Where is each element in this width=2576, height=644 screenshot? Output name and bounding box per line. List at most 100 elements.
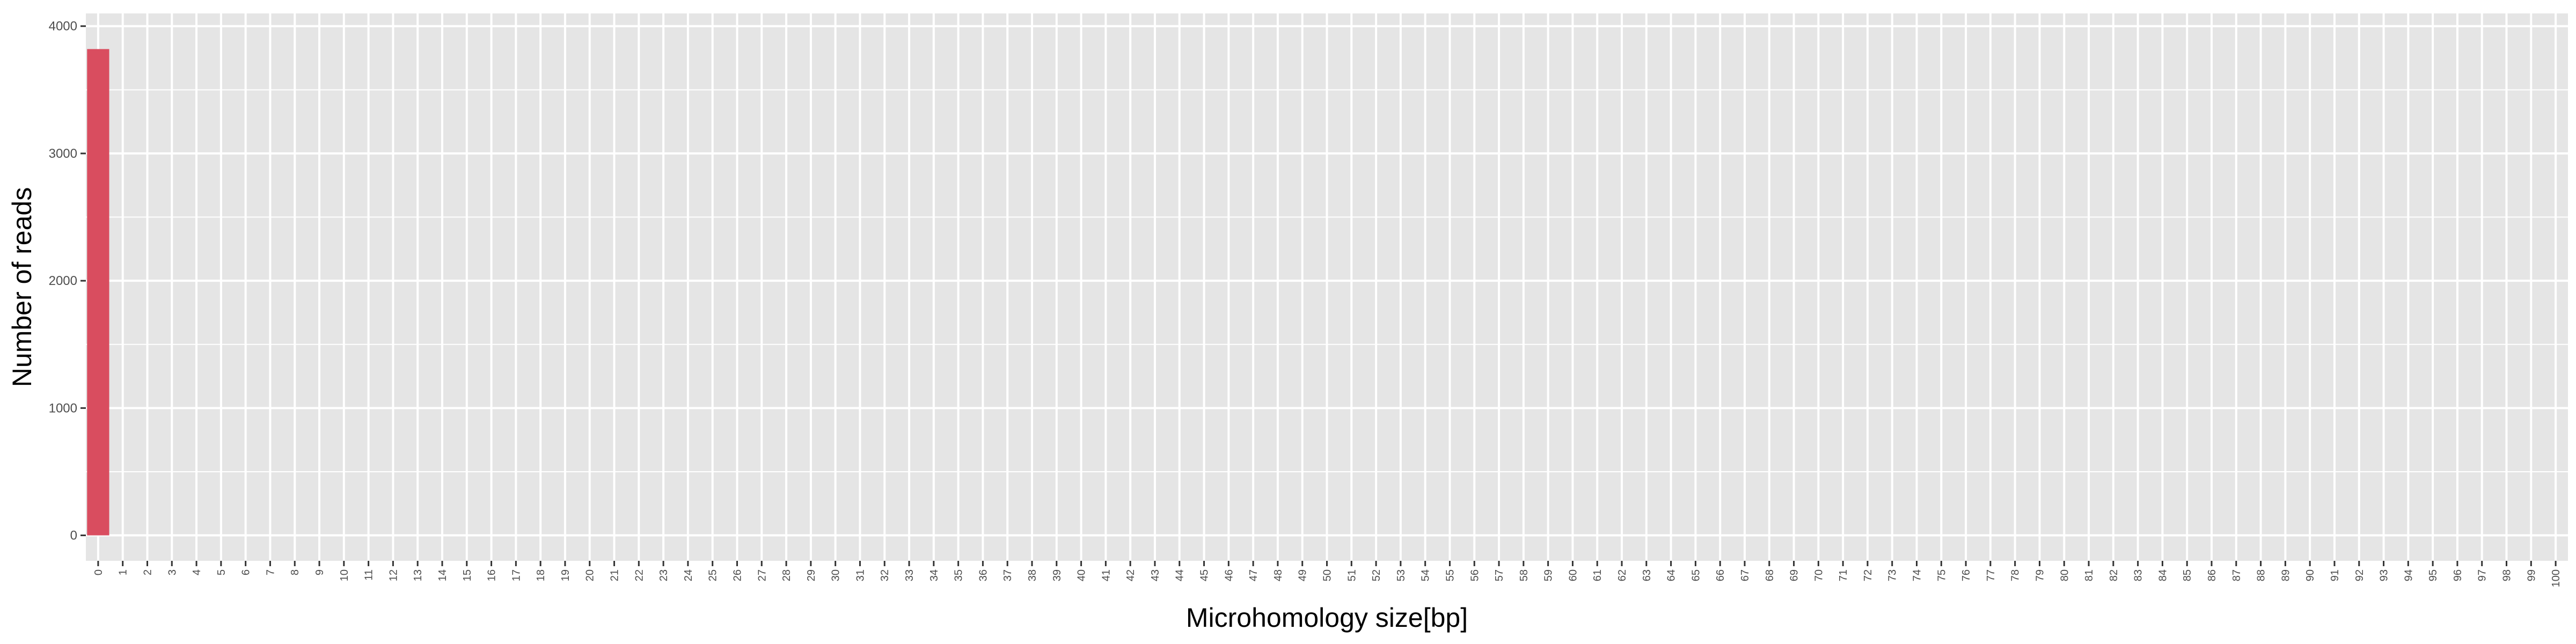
x-tick-label: 84 [2157, 569, 2169, 581]
x-tick-label: 99 [2526, 569, 2537, 581]
x-tick-label: 71 [1838, 569, 1849, 581]
x-tick-label: 34 [928, 569, 940, 581]
x-tick-label: 46 [1223, 569, 1235, 581]
x-tick-label: 88 [2256, 569, 2267, 581]
x-tick-label: 53 [1395, 569, 1407, 581]
y-tick-label: 4000 [49, 19, 77, 34]
x-tick-label: 35 [953, 569, 965, 581]
x-tick-label: 31 [854, 569, 866, 581]
x-tick-label: 5 [216, 569, 228, 575]
x-tick-label: 0 [93, 569, 105, 575]
x-tick-label: 62 [1616, 569, 1628, 581]
x-tick-label: 2 [142, 569, 153, 575]
x-tick-label: 29 [806, 569, 817, 581]
x-tick-label: 48 [1272, 569, 1284, 581]
bar [87, 49, 109, 536]
x-tick-label: 70 [1813, 569, 1825, 581]
x-tick-label: 76 [1960, 569, 1972, 581]
x-tick-label: 28 [781, 569, 793, 581]
x-tick-label: 38 [1027, 569, 1038, 581]
x-tick-label: 30 [830, 569, 842, 581]
x-tick-label: 27 [756, 569, 768, 581]
x-tick-label: 1 [118, 569, 129, 575]
x-tick-label: 64 [1666, 569, 1678, 581]
x-tick-label: 73 [1887, 569, 1899, 581]
x-tick-label: 78 [2010, 569, 2022, 581]
x-tick-label: 39 [1051, 569, 1063, 581]
x-tick-label: 41 [1100, 569, 1112, 581]
x-tick-label: 77 [1985, 569, 1997, 581]
x-tick-label: 65 [1690, 569, 1702, 581]
y-tick-label: 0 [70, 529, 77, 543]
x-tick-label: 50 [1322, 569, 1334, 581]
x-axis: 0 1 2 3 4 5 6 7 8 9 10 11 12 13 14 15 16 17 18 19 20 21 22 23 24… [93, 561, 2562, 587]
x-tick-label: 72 [1862, 569, 1874, 581]
x-tick-label: 36 [977, 569, 989, 581]
x-tick-label: 47 [1248, 569, 1260, 581]
x-tick-label: 91 [2329, 569, 2341, 581]
y-tick-label: 3000 [49, 147, 77, 161]
x-tick-label: 82 [2108, 569, 2120, 581]
x-tick-label: 95 [2427, 569, 2439, 581]
x-tick-label: 54 [1420, 569, 1432, 581]
x-tick-label: 37 [1002, 569, 1014, 581]
x-tick-label: 80 [2059, 569, 2070, 581]
x-tick-label: 22 [633, 569, 645, 581]
x-tick-label: 100 [2550, 569, 2562, 587]
x-tick-label: 79 [2034, 569, 2046, 581]
x-tick-label: 87 [2231, 569, 2243, 581]
x-tick-label: 56 [1469, 569, 1481, 581]
x-tick-label: 43 [1150, 569, 1161, 581]
x-tick-label: 98 [2501, 569, 2513, 581]
x-tick-label: 4 [191, 569, 203, 575]
x-tick-label: 16 [486, 569, 498, 581]
x-tick-label: 69 [1789, 569, 1801, 581]
x-tick-label: 15 [462, 569, 473, 581]
x-tick-label: 10 [339, 569, 350, 581]
x-tick-label: 6 [240, 569, 252, 575]
x-tick-label: 63 [1641, 569, 1653, 581]
x-tick-label: 19 [560, 569, 572, 581]
x-tick-label: 61 [1592, 569, 1604, 581]
x-tick-label: 9 [314, 569, 326, 575]
x-tick-label: 59 [1543, 569, 1555, 581]
x-tick-label: 20 [584, 569, 596, 581]
x-tick-label: 67 [1739, 569, 1751, 581]
x-tick-label: 44 [1174, 569, 1186, 581]
x-tick-label: 7 [265, 569, 276, 575]
x-tick-label: 14 [437, 569, 449, 581]
x-tick-label: 3 [166, 569, 178, 575]
x-tick-label: 57 [1494, 569, 1505, 581]
x-tick-label: 60 [1567, 569, 1579, 581]
x-tick-label: 83 [2133, 569, 2145, 581]
y-tick-label: 2000 [49, 274, 77, 288]
bars [87, 49, 109, 536]
y-axis: 0 1000 2000 3000 4000 [49, 19, 86, 543]
y-tick-label: 1000 [49, 401, 77, 415]
x-tick-label: 93 [2379, 569, 2390, 581]
x-tick-label: 12 [387, 569, 399, 581]
x-tick-label: 11 [363, 569, 375, 581]
x-tick-label: 25 [707, 569, 719, 581]
x-tick-label: 96 [2452, 569, 2464, 581]
x-tick-label: 24 [683, 569, 694, 581]
x-tick-label: 94 [2403, 569, 2414, 581]
x-tick-label: 8 [289, 569, 301, 575]
x-tick-label: 89 [2280, 569, 2292, 581]
x-tick-label: 75 [1936, 569, 1948, 581]
x-tick-label: 55 [1444, 569, 1456, 581]
x-tick-label: 18 [535, 569, 547, 581]
x-tick-label: 17 [510, 569, 522, 581]
x-tick-label: 97 [2477, 569, 2489, 581]
x-tick-label: 21 [609, 569, 621, 581]
x-tick-label: 51 [1346, 569, 1358, 581]
x-tick-label: 40 [1076, 569, 1088, 581]
x-tick-label: 42 [1125, 569, 1137, 581]
x-tick-label: 32 [879, 569, 891, 581]
x-tick-label: 13 [412, 569, 424, 581]
x-tick-label: 85 [2182, 569, 2193, 581]
x-tick-label: 58 [1518, 569, 1530, 581]
x-tick-label: 52 [1371, 569, 1382, 581]
x-tick-label: 68 [1764, 569, 1776, 581]
